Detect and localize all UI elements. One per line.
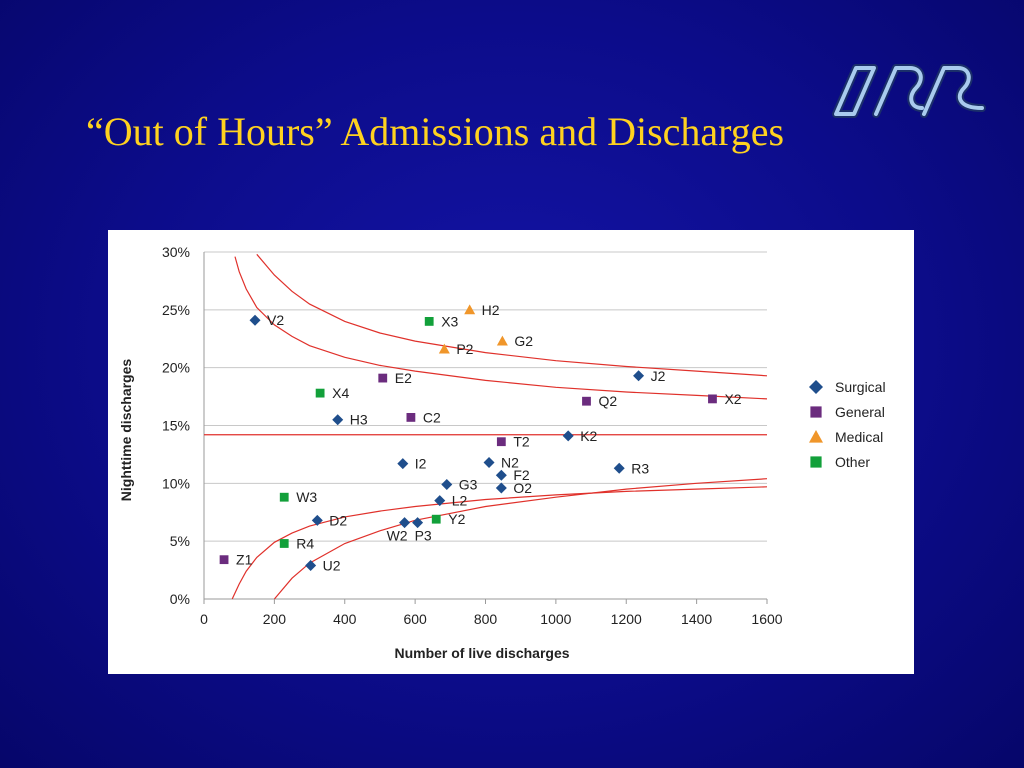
slide-title: “Out of Hours” Admissions and Discharges bbox=[86, 109, 785, 154]
point-surgical-j2 bbox=[633, 370, 645, 382]
control-limit-outer-lower bbox=[231, 486, 768, 600]
scatter-chart: 0% 5% 10% 15% 20% 25% 30% 0 200 400 600 800 1000 1200… bbox=[118, 244, 886, 661]
x-tick-label: 1400 bbox=[681, 611, 712, 627]
point-label-d2: D2 bbox=[329, 512, 347, 528]
point-label-n2: N2 bbox=[501, 455, 519, 471]
point-label-l2: L2 bbox=[452, 493, 468, 509]
point-medical-h2 bbox=[464, 304, 476, 315]
point-label-y2: Y2 bbox=[448, 511, 465, 527]
point-surgical-p3 bbox=[412, 517, 424, 529]
point-label-t2: T2 bbox=[513, 434, 530, 450]
x-tick-label: 200 bbox=[263, 611, 287, 627]
legend: Surgical General Medical Other bbox=[809, 379, 886, 470]
point-surgical-u2 bbox=[305, 559, 317, 571]
x-tick-label: 0 bbox=[200, 611, 208, 627]
point-label-j2: J2 bbox=[651, 368, 666, 384]
y-tick-label: 0% bbox=[170, 591, 190, 607]
point-label-r4: R4 bbox=[296, 535, 314, 551]
point-label-z1: Z1 bbox=[236, 552, 253, 568]
jss-logo bbox=[832, 64, 986, 118]
point-label-c2: C2 bbox=[423, 409, 441, 425]
y-tick-label: 10% bbox=[162, 475, 190, 491]
x-tick-label: 800 bbox=[474, 611, 498, 627]
legend-label-surgical: Surgical bbox=[835, 379, 886, 395]
y-tick-label: 5% bbox=[170, 533, 190, 549]
point-surgical-n2 bbox=[483, 457, 495, 469]
point-label-p3: P3 bbox=[415, 528, 432, 544]
point-surgical-o2 bbox=[495, 482, 507, 494]
legend-marker-medical bbox=[809, 430, 823, 443]
point-other-y2 bbox=[431, 514, 441, 524]
point-label-f2: F2 bbox=[513, 467, 530, 483]
point-surgical-w2 bbox=[399, 517, 411, 529]
point-surgical-k2 bbox=[562, 430, 574, 442]
point-label-g3: G3 bbox=[459, 476, 478, 492]
point-surgical-r3 bbox=[613, 462, 625, 474]
legend-label-general: General bbox=[835, 404, 885, 420]
point-general-t2 bbox=[496, 437, 506, 447]
y-axis-title: Nighttime discharges bbox=[118, 359, 134, 502]
point-medical-g2 bbox=[496, 335, 508, 346]
point-surgical-d2 bbox=[311, 514, 323, 526]
legend-marker-general bbox=[810, 406, 822, 418]
x-axis-title: Number of live discharges bbox=[394, 645, 569, 661]
point-label-k2: K2 bbox=[580, 428, 597, 444]
point-label-h3: H3 bbox=[350, 412, 368, 428]
axes: 0% 5% 10% 15% 20% 25% 30% 0 200 400 600 800 1000 1200… bbox=[162, 244, 783, 627]
point-label-o2: O2 bbox=[513, 480, 532, 496]
point-other-w3 bbox=[279, 492, 289, 502]
x-tick-label: 600 bbox=[403, 611, 427, 627]
point-label-r3: R3 bbox=[631, 460, 649, 476]
y-tick-label: 25% bbox=[162, 302, 190, 318]
point-label-w2: W2 bbox=[387, 528, 408, 544]
point-other-x4 bbox=[315, 388, 325, 398]
point-label-e2: E2 bbox=[395, 370, 412, 386]
point-general-z1 bbox=[219, 555, 229, 565]
x-tick-label: 400 bbox=[333, 611, 357, 627]
point-surgical-h3 bbox=[332, 414, 344, 426]
point-general-c2 bbox=[406, 413, 416, 422]
grid-lines bbox=[204, 251, 767, 600]
point-label-x3: X3 bbox=[441, 313, 458, 329]
legend-marker-surgical bbox=[809, 380, 823, 394]
point-label-q2: Q2 bbox=[598, 393, 617, 409]
point-surgical-l2 bbox=[434, 495, 446, 507]
point-label-x4: X4 bbox=[332, 385, 349, 401]
point-label-g2: G2 bbox=[514, 333, 533, 349]
point-medical-p2 bbox=[438, 343, 450, 354]
legend-label-other: Other bbox=[835, 454, 870, 470]
point-surgical-g3 bbox=[441, 478, 453, 490]
control-limit-outer-upper bbox=[234, 256, 768, 400]
point-general-e2 bbox=[378, 373, 388, 383]
point-label-p2: P2 bbox=[456, 341, 473, 357]
y-tick-label: 20% bbox=[162, 360, 190, 376]
x-tick-label: 1000 bbox=[540, 611, 571, 627]
legend-marker-other bbox=[810, 456, 822, 468]
point-general-x2 bbox=[708, 394, 717, 404]
point-label-w3: W3 bbox=[296, 489, 317, 505]
point-other-r4 bbox=[279, 539, 289, 548]
x-tick-label: 1600 bbox=[751, 611, 782, 627]
point-surgical-v2 bbox=[249, 314, 261, 326]
point-other-x3 bbox=[424, 317, 434, 326]
legend-label-medical: Medical bbox=[835, 429, 883, 445]
y-tick-label: 15% bbox=[162, 418, 190, 434]
y-tick-label: 30% bbox=[162, 244, 190, 260]
point-label-u2: U2 bbox=[323, 557, 341, 573]
point-label-x2: X2 bbox=[724, 391, 741, 407]
control-limit-inner-upper bbox=[256, 253, 768, 377]
point-label-h2: H2 bbox=[482, 302, 500, 318]
point-surgical-f2 bbox=[495, 469, 507, 481]
point-label-v2: V2 bbox=[267, 312, 284, 328]
x-tick-label: 1200 bbox=[611, 611, 642, 627]
point-general-q2 bbox=[582, 396, 591, 406]
point-label-i2: I2 bbox=[415, 456, 427, 472]
point-surgical-i2 bbox=[397, 458, 409, 470]
chart-panel: 0% 5% 10% 15% 20% 25% 30% 0 200 400 600 800 1000 1200… bbox=[108, 230, 914, 674]
